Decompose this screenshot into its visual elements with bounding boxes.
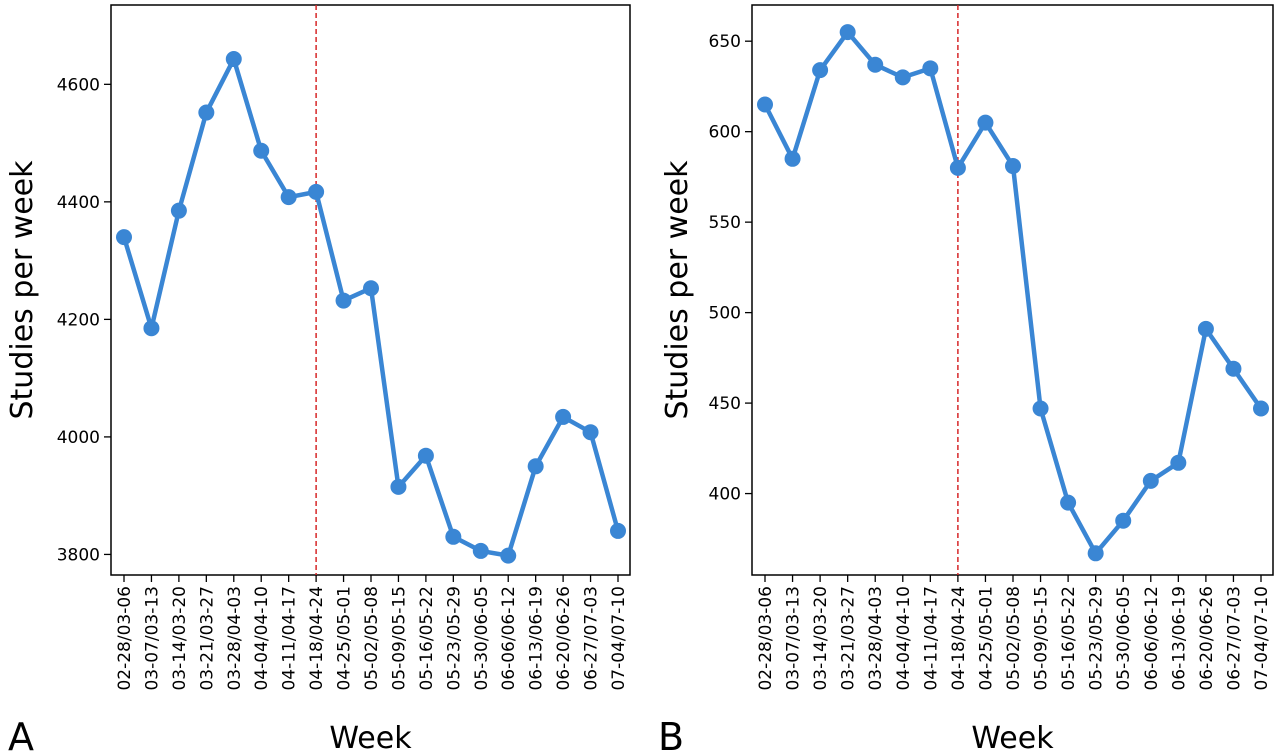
y-tick-label: 3800 [57, 545, 100, 565]
x-tick-label: 06-06/06-12 [1142, 586, 1162, 691]
x-tick-label: 05-23/05-29 [444, 586, 464, 691]
x-tick-label: 05-16/05-22 [417, 586, 437, 691]
data-point [170, 202, 187, 219]
panel-label: A [8, 715, 34, 755]
x-tick-label: 04-25/05-01 [976, 586, 996, 691]
data-point [143, 320, 160, 337]
y-tick-label: 4000 [57, 428, 100, 448]
data-point [253, 142, 270, 159]
x-tick-label: 04-18/04-24 [949, 586, 969, 691]
data-point [225, 51, 242, 68]
x-tick-label: 03-21/03-27 [197, 586, 217, 691]
data-point [308, 183, 325, 200]
x-tick-label: 03-14/03-20 [811, 586, 831, 691]
y-axis-label: Studies per week [5, 160, 40, 420]
y-tick-label: 600 [709, 123, 741, 143]
x-axis-label: Week [971, 721, 1054, 755]
y-tick-label: 550 [709, 213, 741, 233]
x-tick-label: 06-06/06-12 [499, 586, 519, 691]
data-point [417, 447, 434, 464]
data-point [1005, 158, 1021, 175]
x-tick-label: 07-04/07-10 [609, 586, 629, 691]
data-point [445, 528, 462, 545]
data-point [280, 189, 297, 206]
x-tick-label: 05-09/05-15 [389, 586, 409, 691]
data-point [977, 114, 994, 131]
data-point [839, 24, 856, 41]
panel-label: B [658, 715, 684, 755]
y-tick-label: 4400 [57, 193, 100, 213]
data-point [812, 62, 829, 79]
chart-panel-a: 3800 4000 4200 4400 4600 02-28/03-06 03-07/03-… [5, 4, 631, 755]
data-point [527, 458, 544, 475]
x-tick-label: 04-04/04-10 [894, 586, 914, 691]
x-tick-label: 05-09/05-15 [1032, 586, 1052, 691]
x-tick-label: 05-02/05-08 [362, 586, 382, 691]
y-tick-label: 650 [709, 32, 741, 52]
data-point [363, 280, 379, 297]
chart-panel-b: 400 450 500 550 600 650 02-28/03-06 03-07/03-13… [658, 4, 1274, 755]
x-tick-label: 03-28/04-03 [866, 586, 886, 691]
x-tick-label: 05-23/05-29 [1087, 586, 1107, 691]
y-tick-label: 4600 [57, 75, 100, 95]
x-axis-label: Week [329, 721, 412, 755]
data-point [390, 478, 407, 495]
x-tick-label: 03-21/03-27 [839, 586, 859, 691]
data-point [1253, 400, 1269, 417]
data-point [500, 547, 517, 564]
data-point [894, 69, 911, 86]
data-point [472, 542, 489, 559]
x-tick-label: 06-13/06-19 [1169, 586, 1189, 691]
x-tick-label: 04-18/04-24 [307, 586, 327, 691]
y-axis-label: Studies per week [660, 160, 695, 420]
data-point [555, 408, 572, 425]
x-tick-label: 02-28/03-06 [115, 586, 135, 691]
data-point [867, 56, 884, 73]
y-tick-label: 4200 [57, 310, 100, 330]
x-tick-label: 03-14/03-20 [170, 586, 190, 691]
x-tick-label: 05-02/05-08 [1004, 586, 1024, 691]
data-point [1225, 360, 1242, 377]
data-point [757, 96, 773, 113]
series-line [762, 29, 1263, 556]
data-point [1032, 400, 1049, 417]
x-tick-label: 03-07/03-13 [142, 586, 162, 691]
y-tick-label: 450 [709, 394, 741, 414]
data-point [582, 424, 599, 441]
data-point [1142, 472, 1159, 489]
data-point [784, 150, 801, 167]
x-tick-label: 06-20/06-26 [554, 586, 574, 691]
data-point [610, 522, 626, 539]
x-tick-label: 04-04/04-10 [252, 586, 272, 691]
x-tick-label: 05-30/06-05 [472, 586, 492, 691]
data-point [1115, 512, 1132, 529]
x-tick-label: 07-04/07-10 [1252, 586, 1272, 691]
x-tick-label: 04-11/04-17 [921, 586, 941, 691]
data-point [1087, 545, 1104, 562]
x-tick-label: 03-28/04-03 [225, 586, 245, 691]
x-tick-label: 05-30/06-05 [1114, 586, 1134, 691]
data-point [1060, 494, 1077, 511]
data-point [198, 104, 215, 121]
plot-frame [751, 4, 1274, 576]
y-tick-label: 400 [709, 485, 741, 505]
x-tick-label: 02-28/03-06 [756, 586, 776, 691]
data-point [335, 292, 352, 309]
data-point [116, 229, 132, 246]
data-point [922, 60, 939, 77]
x-tick-label: 06-27/07-03 [1224, 586, 1244, 691]
x-tick-label: 05-16/05-22 [1059, 586, 1079, 691]
x-tick-label: 06-20/06-26 [1197, 586, 1217, 691]
series-line [121, 56, 621, 558]
data-point [949, 159, 966, 176]
data-point [1197, 320, 1214, 337]
x-tick-label: 04-25/05-01 [335, 586, 355, 691]
x-tick-label: 06-13/06-19 [527, 586, 547, 691]
x-tick-label: 06-27/07-03 [582, 586, 602, 691]
y-tick-label: 500 [709, 304, 741, 324]
data-point [1170, 454, 1187, 471]
x-tick-label: 04-11/04-17 [280, 586, 300, 691]
x-tick-label: 03-07/03-13 [784, 586, 804, 691]
